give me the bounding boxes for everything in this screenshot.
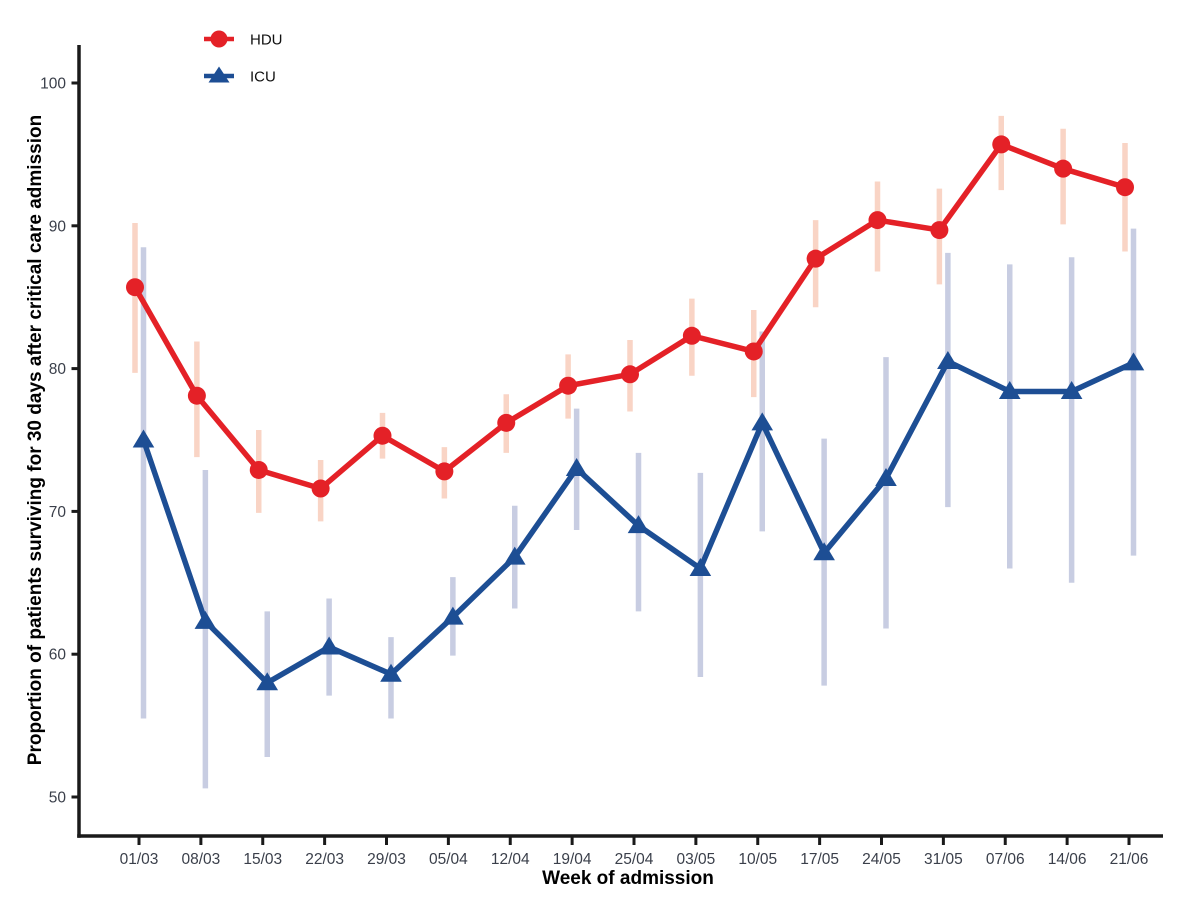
hdu-marker xyxy=(126,278,144,297)
hdu-marker xyxy=(806,249,825,268)
y-tick-label: 50 xyxy=(49,790,67,807)
y-tick-label: 90 xyxy=(49,218,67,235)
icu-marker xyxy=(318,636,340,655)
hdu-marker xyxy=(187,386,206,405)
y-tick-label: 80 xyxy=(49,361,67,378)
icu-marker xyxy=(627,515,650,534)
icu-marker xyxy=(194,610,217,629)
x-tick-label: 14/06 xyxy=(1048,851,1087,868)
hdu-marker xyxy=(868,211,887,230)
hdu-marker xyxy=(744,342,763,361)
hdu-marker xyxy=(930,221,949,240)
icu-legend-triangle-icon xyxy=(208,66,230,83)
icu-marker xyxy=(875,468,897,487)
icu-marker xyxy=(132,429,155,448)
hdu-marker xyxy=(682,326,701,345)
icu-marker xyxy=(998,380,1021,399)
y-tick-label: 70 xyxy=(49,504,67,521)
icu-marker xyxy=(442,606,464,625)
hdu-legend-circle-icon xyxy=(210,30,228,48)
x-tick-label: 19/04 xyxy=(553,851,592,868)
icu-marker xyxy=(813,542,835,561)
x-tick-label: 03/05 xyxy=(676,851,715,868)
x-axis-title: Week of admission xyxy=(542,868,714,889)
icu-marker xyxy=(256,672,279,691)
hdu-marker xyxy=(249,460,268,479)
icu-legend-label: ICU xyxy=(250,69,276,86)
legend: HDU ICU xyxy=(204,30,283,86)
x-tick-label: 22/03 xyxy=(305,851,344,868)
chart-plot: 50 60 70 80 90 100 01/03 08/03 15/03 22/03 29/03 05… xyxy=(40,45,1163,868)
y-tick-label: 100 xyxy=(40,76,66,93)
hdu-marker xyxy=(311,479,330,498)
hdu-marker xyxy=(435,462,454,481)
hdu-marker xyxy=(497,413,516,432)
hdu-marker xyxy=(373,426,392,445)
hdu-marker xyxy=(1116,178,1134,197)
x-tick-label: 24/05 xyxy=(862,851,901,868)
x-tick-label: 15/03 xyxy=(243,851,282,868)
x-tick-label: 21/06 xyxy=(1110,851,1149,868)
x-tick-label: 07/06 xyxy=(986,851,1025,868)
hdu-legend-label: HDU xyxy=(250,32,283,49)
x-tick-label: 05/04 xyxy=(429,851,468,868)
x-tick-label: 08/03 xyxy=(181,851,220,868)
icu-marker xyxy=(565,458,588,477)
hdu-marker xyxy=(621,365,639,384)
x-tick-label: 01/03 xyxy=(120,851,159,868)
x-tick-label: 12/04 xyxy=(491,851,530,868)
hdu-marker xyxy=(559,376,578,395)
hdu-marker xyxy=(1054,159,1073,178)
x-tick-label: 17/05 xyxy=(800,851,839,868)
icu-marker xyxy=(1060,380,1083,399)
icu-marker xyxy=(689,558,712,577)
icu-marker xyxy=(380,663,402,682)
icu-marker xyxy=(751,412,774,431)
x-tick-label: 31/05 xyxy=(924,851,963,868)
icu-marker xyxy=(1122,352,1145,371)
icu-marker xyxy=(503,546,526,565)
y-axis-title: Proportion of patients surviving for 30 … xyxy=(25,115,46,765)
x-tick-label: 10/05 xyxy=(738,851,777,868)
legend-item-icu: ICU xyxy=(204,66,276,86)
hdu-marker xyxy=(992,135,1011,154)
hdu-line xyxy=(132,141,1126,492)
icu-marker xyxy=(937,350,959,369)
x-tick-label: 29/03 xyxy=(367,851,406,868)
legend-item-hdu: HDU xyxy=(204,30,283,49)
x-tick-label: 25/04 xyxy=(615,851,654,868)
y-tick-label: 60 xyxy=(49,647,67,664)
